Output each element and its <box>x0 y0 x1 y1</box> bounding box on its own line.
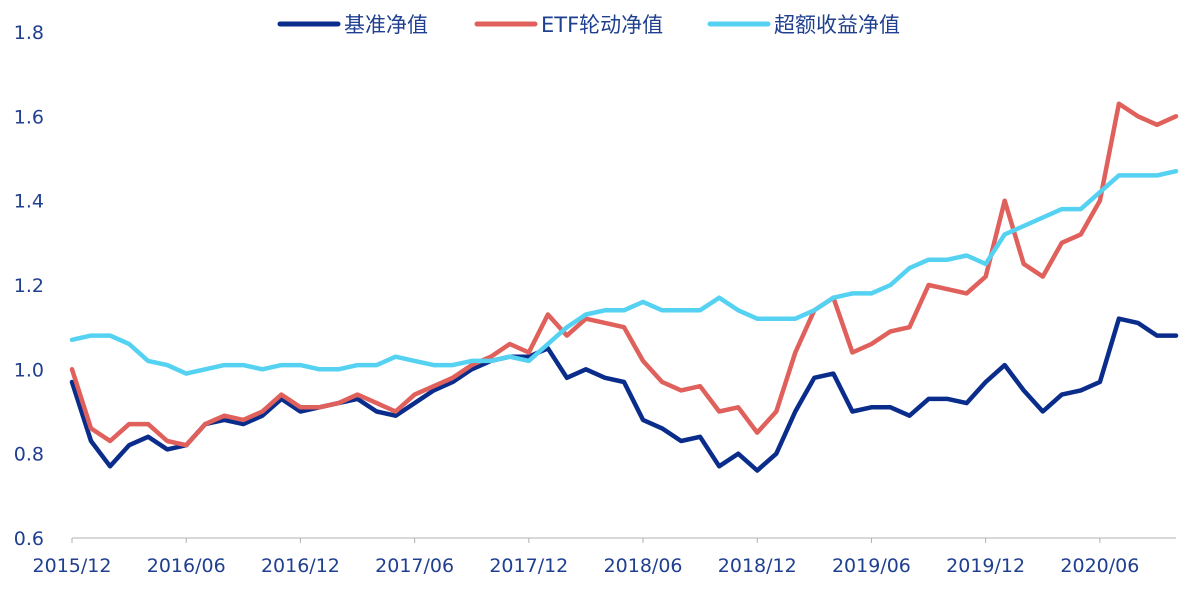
x-tick-label: 2020/06 <box>1060 555 1139 577</box>
legend-label: ETF轮动净值 <box>541 13 663 37</box>
y-tick-label: 0.8 <box>14 444 44 466</box>
x-tick-label: 2017/06 <box>375 555 454 577</box>
legend-label: 超额收益净值 <box>774 13 900 37</box>
series-line-1 <box>69 316 1179 473</box>
y-axis-ticks: 0.6 0.8 1.0 1.2 1.4 1.6 1.8 <box>14 22 44 550</box>
x-tick-label: 2015/12 <box>33 555 112 577</box>
y-tick-label: 0.6 <box>14 528 44 550</box>
x-tick-label: 2016/06 <box>147 555 226 577</box>
x-tick-label: 2018/12 <box>718 555 797 577</box>
y-tick-label: 1.2 <box>14 275 44 297</box>
series-line-2 <box>69 101 1179 448</box>
y-tick-label: 1.6 <box>14 106 44 128</box>
x-axis-ticks: 2015/12 2016/06 2016/12 2017/06 2017/12 2018/… <box>33 538 1139 577</box>
x-tick-label: 2019/12 <box>946 555 1025 577</box>
x-tick-label: 2017/12 <box>489 555 568 577</box>
x-tick-label: 2019/06 <box>832 555 911 577</box>
x-tick-label: 2018/06 <box>604 555 683 577</box>
y-tick-label: 1.8 <box>14 22 44 44</box>
series-lines <box>69 101 1179 473</box>
y-tick-label: 1.0 <box>14 359 44 381</box>
legend: 基准净值 ETF轮动净值 超额收益净值 <box>277 13 900 37</box>
legend-label: 基准净值 <box>344 13 428 37</box>
y-tick-label: 1.4 <box>14 191 44 213</box>
x-tick-label: 2016/12 <box>261 555 340 577</box>
series-line-3 <box>69 168 1179 376</box>
